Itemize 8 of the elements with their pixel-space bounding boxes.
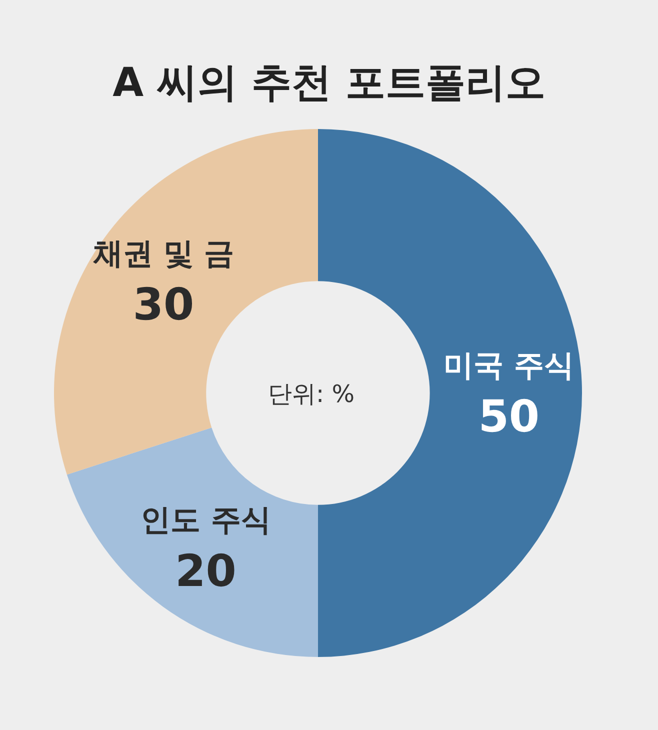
slice-label: 미국 주식 [444,348,574,384]
slice-label: 채권 및 금 [93,236,234,272]
data-label: 30 [132,279,194,330]
data-label: 20 [175,546,236,597]
chart-title: A 씨의 추천 포트폴리오 [112,60,546,106]
data-label: 50 [478,392,540,442]
slice-label: 인도 주식 [140,502,271,538]
text: 단위: % [268,380,355,408]
